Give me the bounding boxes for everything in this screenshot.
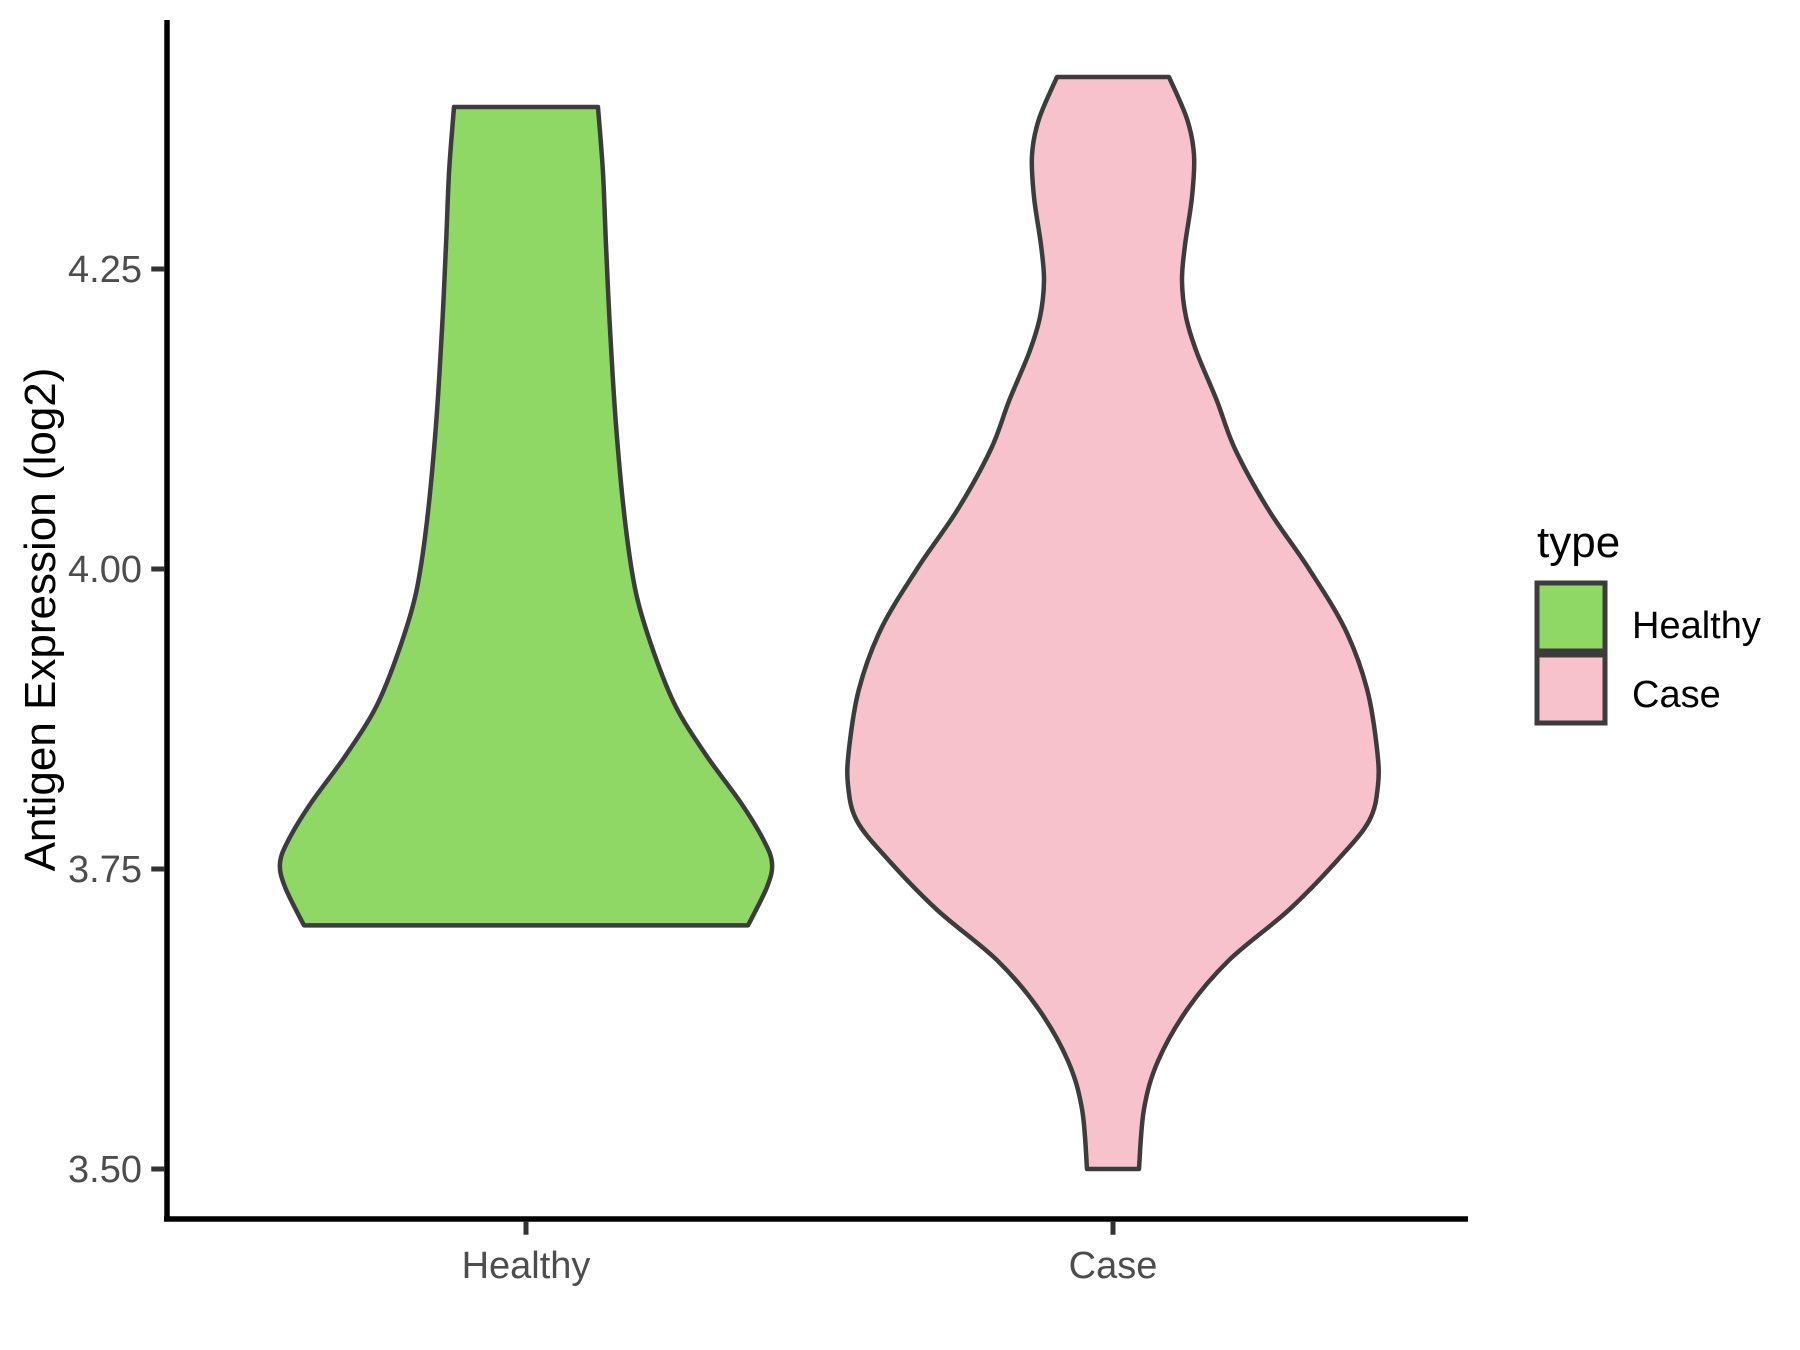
x-tick-label-healthy: Healthy xyxy=(462,1245,591,1287)
y-tick-label: 3.50 xyxy=(68,1149,142,1191)
legend-title: type xyxy=(1537,518,1620,567)
violin-healthy xyxy=(277,104,775,928)
y-tick-label: 3.75 xyxy=(68,849,142,891)
legend-key-case xyxy=(1534,652,1608,726)
legend-label-case: Case xyxy=(1632,674,1721,716)
legend-label-healthy: Healthy xyxy=(1632,605,1761,647)
x-tick-label-case: Case xyxy=(1069,1245,1158,1287)
y-tick-label: 4.00 xyxy=(68,549,142,591)
y-tick-label: 4.25 xyxy=(68,249,142,291)
y-axis-title: Antigen Expression (log2) xyxy=(16,368,65,872)
violin-case xyxy=(845,74,1381,1172)
legend-key-healthy xyxy=(1534,580,1608,654)
